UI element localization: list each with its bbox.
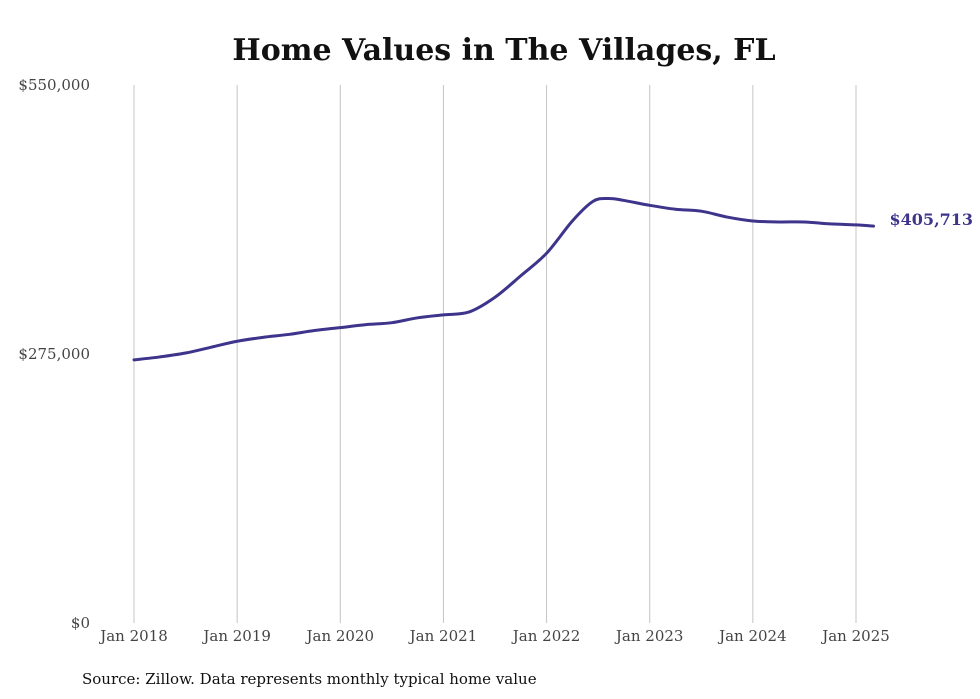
- source-note: Source: Zillow. Data represents monthly …: [82, 670, 537, 688]
- y-tick-label: $550,000: [18, 76, 90, 94]
- series-line-0: [132, 196, 876, 362]
- y-axis-ticks: $0 $275,000 $550,000: [18, 76, 90, 632]
- x-tick-label: Jan 2025: [820, 627, 890, 645]
- x-tick-label: Jan 2018: [98, 627, 168, 645]
- y-tick-label: $275,000: [18, 345, 90, 363]
- x-tick-label: Jan 2021: [408, 627, 478, 645]
- y-tick-label: $0: [71, 614, 90, 632]
- chart-title: Home Values in The Villages, FL: [232, 33, 775, 68]
- x-tick-label: Jan 2022: [511, 627, 581, 645]
- x-tick-label: Jan 2019: [201, 627, 271, 645]
- series-end-label: $405,713: [890, 210, 974, 229]
- gridlines: [133, 85, 857, 623]
- x-tick-label: Jan 2020: [305, 627, 375, 645]
- series-layer: $405,713: [132, 196, 974, 362]
- x-tick-label: Jan 2023: [614, 627, 684, 645]
- x-axis-ticks: Jan 2018 Jan 2019 Jan 2020 Jan 2021 Jan 2022…: [98, 627, 890, 645]
- x-tick-label: Jan 2024: [717, 627, 787, 645]
